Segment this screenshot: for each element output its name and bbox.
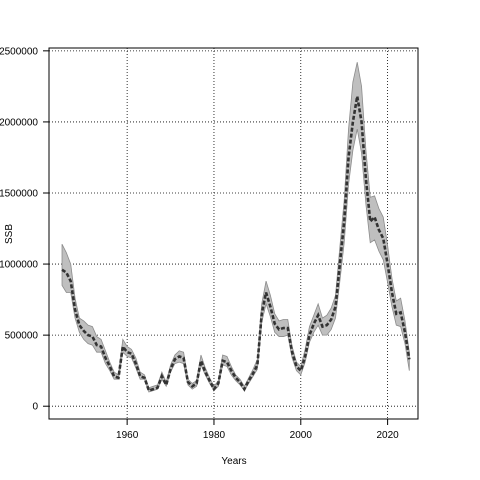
x-tick-label: 2000 xyxy=(290,430,313,441)
y-axis-label: SSB xyxy=(4,224,15,244)
y-tick-label: 0 xyxy=(32,402,38,413)
y-tick-label: 2000000 xyxy=(0,117,38,128)
y-tick-label: 1500000 xyxy=(0,188,38,199)
y-axis-ticks: 0 500000 1000000 1500000 2000000 2500000 xyxy=(0,46,49,413)
x-tick-label: 1960 xyxy=(116,430,139,441)
confidence-band xyxy=(61,62,410,393)
ssb-line xyxy=(61,96,411,393)
plot-frame xyxy=(48,47,419,420)
x-tick-label: 1980 xyxy=(203,430,226,441)
x-axis-ticks: 1960 1980 2000 2020 xyxy=(116,419,399,441)
y-tick-label: 2500000 xyxy=(0,46,38,57)
x-axis-label: Years xyxy=(221,456,246,467)
x-tick-label: 2020 xyxy=(376,430,399,441)
y-tick-label: 500000 xyxy=(5,331,39,342)
y-tick-label: 1000000 xyxy=(0,260,38,271)
grid-lines xyxy=(49,48,418,419)
